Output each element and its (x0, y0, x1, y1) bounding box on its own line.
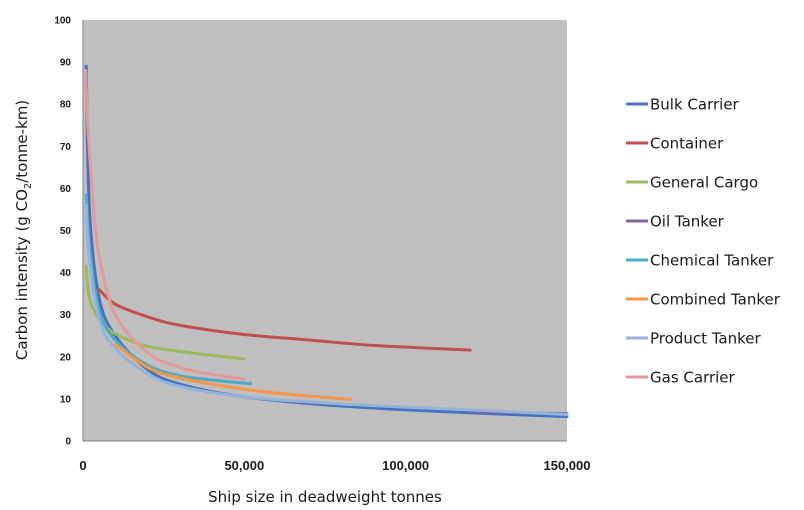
series-line-gas-carrier (84, 69, 246, 381)
y-tick-labels: 0 10 20 30 40 50 60 70 80 90 100 (54, 16, 71, 448)
y-axis-label-prefix: Carbon intensity (g CO (13, 189, 31, 360)
y-tick-label: 50 (60, 226, 72, 237)
y-axis-label: Carbon intensity (g CO2/tonne-km) (13, 100, 34, 360)
x-tick-label: 50,000 (224, 458, 264, 473)
y-tick-label: 80 (60, 100, 72, 111)
series-line-product-tanker (84, 203, 569, 416)
legend-label-product-tanker: Product Tanker (650, 330, 761, 348)
series-line-container (97, 287, 472, 352)
series-line-bulk-carrier (84, 64, 569, 419)
series-layer (84, 64, 569, 419)
y-tick-label: 40 (60, 268, 72, 279)
y-tick-label: 70 (60, 142, 72, 153)
y-axis-label-suffix: /tonne-km) (13, 100, 31, 183)
y-tick-label: 10 (60, 394, 72, 405)
legend-label-bulk-carrier: Bulk Carrier (650, 96, 740, 114)
x-tick-label: 150,000 (544, 458, 591, 473)
y-tick-label: 20 (60, 352, 72, 363)
y-axis-label-subscript: 2 (23, 183, 34, 189)
x-tick-label: 0 (79, 458, 86, 473)
y-tick-label: 0 (65, 437, 71, 448)
legend-label-gas-carrier: Gas Carrier (650, 369, 736, 387)
legend-label-combined-tanker: Combined Tanker (650, 291, 781, 309)
x-tick-label: 100,000 (382, 458, 429, 473)
legend: Bulk Carrier Container General Cargo Oil Ta… (626, 96, 781, 387)
legend-label-general-cargo: General Cargo (650, 174, 758, 192)
legend-label-container: Container (650, 135, 724, 153)
y-tick-label: 90 (60, 58, 72, 69)
x-tick-labels: 0 50,000 100,000 150,000 (79, 458, 590, 473)
y-tick-label: 100 (54, 16, 71, 27)
legend-label-chemical-tanker: Chemical Tanker (650, 252, 774, 270)
y-tick-label: 60 (60, 184, 72, 195)
x-axis-label: Ship size in deadweight tonnes (208, 488, 442, 506)
legend-label-oil-tanker: Oil Tanker (650, 213, 725, 231)
series-line-general-cargo (84, 264, 246, 361)
series-line-combined-tanker (113, 342, 353, 401)
y-tick-label: 30 (60, 310, 72, 321)
